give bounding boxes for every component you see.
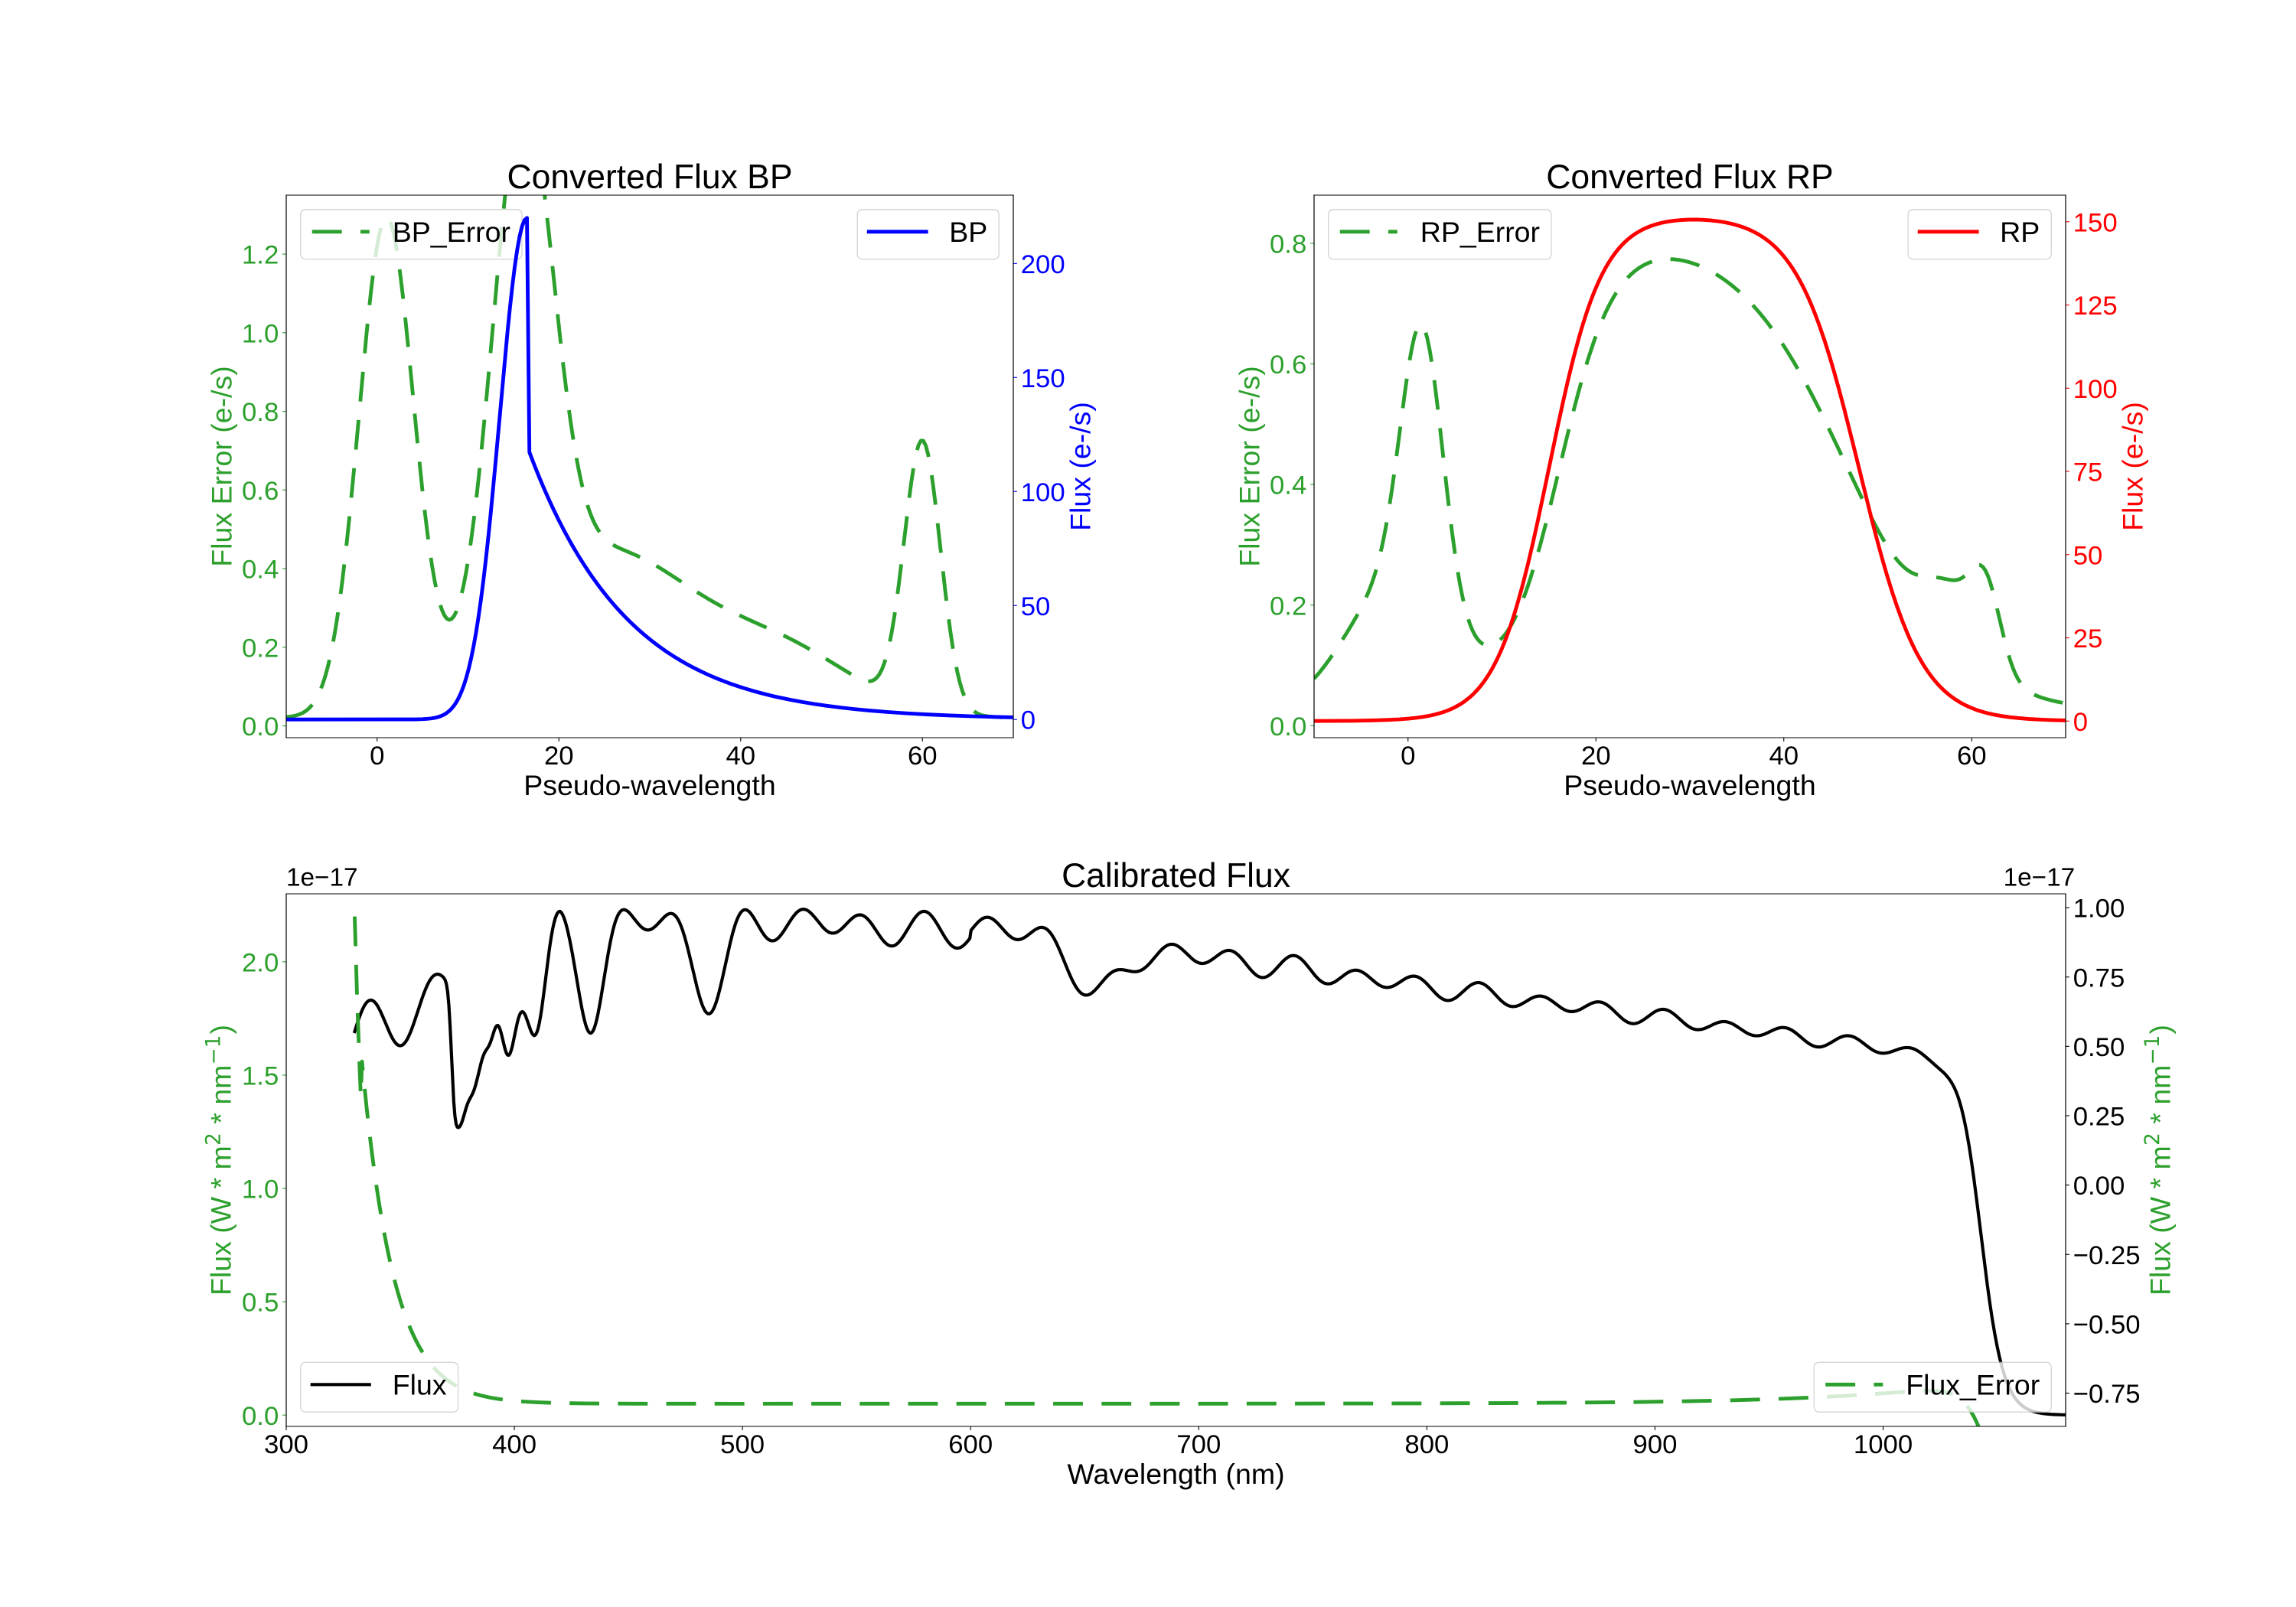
svg-text:Converted Flux BP: Converted Flux BP xyxy=(507,158,793,196)
svg-text:BP: BP xyxy=(949,216,987,248)
svg-text:100: 100 xyxy=(2073,375,2118,404)
svg-text:Flux Error (e-/s): Flux Error (e-/s) xyxy=(206,366,238,567)
svg-text:100: 100 xyxy=(1021,478,1065,507)
svg-text:0.0: 0.0 xyxy=(1270,712,1306,742)
svg-text:150: 150 xyxy=(1021,364,1065,393)
svg-text:Wavelength (nm): Wavelength (nm) xyxy=(1067,1458,1284,1490)
svg-text:2.0: 2.0 xyxy=(242,948,279,977)
svg-text:0.2: 0.2 xyxy=(242,634,279,663)
svg-text:RP_Error: RP_Error xyxy=(1420,216,1540,248)
svg-text:0.8: 0.8 xyxy=(1270,230,1306,259)
svg-text:0.75: 0.75 xyxy=(2073,963,2125,993)
svg-text:1000: 1000 xyxy=(1854,1430,1913,1459)
svg-text:0.0: 0.0 xyxy=(242,712,279,742)
svg-text:0.8: 0.8 xyxy=(242,398,279,427)
svg-text:0: 0 xyxy=(370,742,384,771)
svg-text:0.4: 0.4 xyxy=(1270,471,1306,500)
svg-text:1.5: 1.5 xyxy=(242,1062,279,1091)
svg-text:1e−17: 1e−17 xyxy=(286,864,358,892)
svg-text:Converted Flux RP: Converted Flux RP xyxy=(1546,158,1833,196)
svg-text:Pseudo-wavelength: Pseudo-wavelength xyxy=(523,769,775,801)
svg-text:Pseudo-wavelength: Pseudo-wavelength xyxy=(1564,769,1815,801)
svg-text:0.50: 0.50 xyxy=(2073,1033,2125,1062)
svg-text:40: 40 xyxy=(1769,742,1799,771)
svg-text:700: 700 xyxy=(1176,1430,1221,1459)
svg-text:1.00: 1.00 xyxy=(2073,895,2125,924)
svg-text:0: 0 xyxy=(2073,708,2088,737)
svg-text:Calibrated Flux: Calibrated Flux xyxy=(1062,857,1290,895)
svg-text:0: 0 xyxy=(1401,742,1415,771)
svg-text:50: 50 xyxy=(1021,592,1051,621)
svg-text:Flux Error (e-/s): Flux Error (e-/s) xyxy=(1234,366,1266,566)
svg-text:800: 800 xyxy=(1404,1430,1449,1459)
svg-text:40: 40 xyxy=(726,742,755,771)
svg-text:Flux_Error: Flux_Error xyxy=(1906,1368,2040,1400)
svg-text:Flux (e-/s): Flux (e-/s) xyxy=(2116,402,2148,531)
svg-text:75: 75 xyxy=(2073,458,2103,487)
svg-text:−0.25: −0.25 xyxy=(2073,1241,2141,1270)
svg-text:−0.75: −0.75 xyxy=(2073,1380,2141,1409)
svg-text:600: 600 xyxy=(948,1430,993,1459)
svg-text:400: 400 xyxy=(492,1430,536,1459)
svg-text:50: 50 xyxy=(2073,541,2103,570)
svg-text:150: 150 xyxy=(2073,208,2118,237)
svg-text:F l u x: F l u x ( W * m * n m ) 2 − 1 xyxy=(2141,1020,2176,1296)
svg-text:900: 900 xyxy=(1632,1430,1677,1459)
svg-text:Flux: Flux xyxy=(393,1368,447,1400)
svg-text:Flux (e-/s): Flux (e-/s) xyxy=(1064,402,1096,531)
svg-text:0.5: 0.5 xyxy=(242,1289,279,1318)
svg-text:500: 500 xyxy=(720,1430,765,1459)
svg-text:1.2: 1.2 xyxy=(242,241,279,270)
svg-text:20: 20 xyxy=(1581,742,1611,771)
svg-text:0.00: 0.00 xyxy=(2073,1172,2125,1201)
svg-text:1e−17: 1e−17 xyxy=(2004,864,2076,892)
svg-text:1.0: 1.0 xyxy=(242,1175,279,1204)
svg-text:0.4: 0.4 xyxy=(242,556,279,585)
svg-text:0.25: 0.25 xyxy=(2073,1103,2125,1132)
svg-text:300: 300 xyxy=(264,1430,308,1459)
svg-text:1.0: 1.0 xyxy=(242,319,279,348)
svg-text:25: 25 xyxy=(2073,624,2103,654)
svg-text:125: 125 xyxy=(2073,292,2118,321)
svg-text:0.6: 0.6 xyxy=(242,477,279,506)
svg-text:20: 20 xyxy=(544,742,574,771)
svg-text:60: 60 xyxy=(908,742,938,771)
svg-text:BP_Error: BP_Error xyxy=(393,216,510,248)
svg-text:60: 60 xyxy=(1957,742,1987,771)
svg-text:0.6: 0.6 xyxy=(1270,350,1306,380)
svg-text:0.2: 0.2 xyxy=(1270,592,1306,621)
svg-text:RP: RP xyxy=(2000,216,2040,248)
svg-text:0.0: 0.0 xyxy=(242,1402,279,1431)
svg-text:F l u x: F l u x ( W * m * n m ) 2 − 1 xyxy=(202,1020,236,1296)
svg-text:−0.50: −0.50 xyxy=(2073,1310,2141,1339)
svg-text:200: 200 xyxy=(1021,250,1065,279)
svg-text:0: 0 xyxy=(1021,706,1035,735)
